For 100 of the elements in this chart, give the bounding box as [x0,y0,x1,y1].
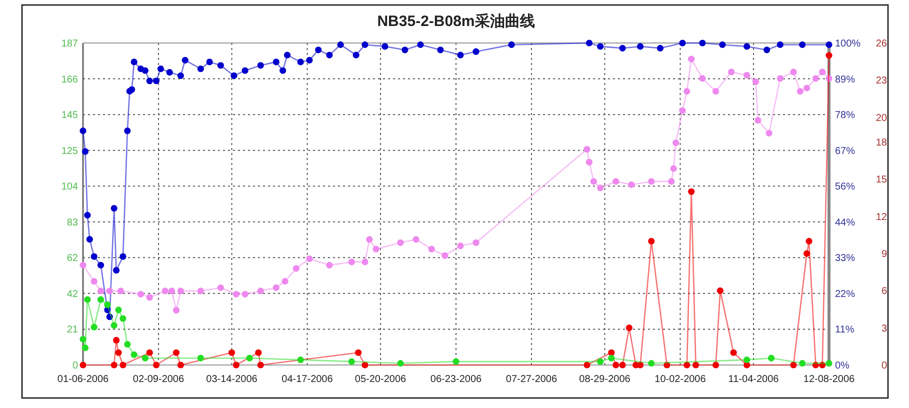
point [152,78,160,84]
point [110,322,118,329]
ytick: 83 [66,217,78,228]
point [744,356,750,364]
point [826,75,832,82]
point [826,52,832,59]
point [608,349,615,356]
point [90,278,98,285]
point [442,252,448,259]
point [255,349,262,356]
point [636,43,644,50]
point [628,181,635,188]
xtick: 05-20-2006 [354,374,406,385]
point [764,46,770,54]
point [826,360,832,367]
point [819,68,826,76]
point [280,67,286,74]
point [348,358,355,365]
point [684,88,690,95]
point [166,68,173,76]
point [146,294,153,301]
y3tick: 3 [881,323,887,334]
point [97,262,104,268]
point [104,301,111,308]
point [472,48,480,55]
point [668,178,675,185]
point [230,72,238,80]
point [172,349,180,356]
point [115,349,122,356]
point [297,58,304,66]
point [124,341,131,348]
xtick: 12-08-2006 [803,374,855,385]
point [197,66,204,72]
point [362,258,368,266]
point [326,262,333,268]
y3tick: 20 [876,112,887,124]
point [272,284,280,292]
point [128,86,136,93]
point [656,44,664,52]
point [352,52,360,58]
point [306,56,313,64]
point [648,360,655,367]
point [508,41,515,48]
point [699,40,706,46]
point [590,178,597,185]
point [716,287,724,294]
xtick: 07-27-2006 [506,374,558,385]
point [232,290,240,298]
point [472,239,480,246]
xtick: 06-23-2006 [430,374,482,385]
y2tick: 33% [835,253,856,264]
point [402,46,408,54]
point [80,362,86,368]
y2tick: 56% [835,182,856,193]
point [146,78,153,84]
point [664,362,670,368]
point [728,68,735,76]
point [382,43,388,50]
point [177,72,184,80]
point [612,178,620,185]
point [90,324,98,330]
point [584,362,590,368]
point [257,362,264,368]
point [684,362,690,368]
xtick: 11-04-2006 [728,374,779,385]
point [337,41,344,48]
ytick: 62 [66,253,78,264]
y3tick: 0 [881,360,887,372]
point [619,362,626,368]
point [648,238,655,244]
point [326,52,333,58]
point [113,266,120,274]
point [80,336,86,342]
point [670,165,677,172]
ytick: 145 [61,110,78,122]
point [412,236,420,243]
point [242,67,248,74]
point [796,88,804,95]
point [776,75,784,82]
point [177,362,184,368]
point [106,313,113,320]
y2tick: 78% [835,110,856,122]
point [799,360,806,367]
point [115,306,122,314]
point [306,255,313,262]
point [584,146,590,153]
point [232,362,240,368]
point [744,72,750,78]
point [608,354,615,362]
y2tick: 0% [835,360,850,372]
point [217,284,224,292]
point [120,315,126,322]
ytick: 187 [61,38,78,50]
point [372,246,380,252]
point [626,324,632,332]
point [80,262,86,268]
point [162,288,168,294]
point [82,148,89,155]
point [826,41,832,48]
point [157,66,164,72]
